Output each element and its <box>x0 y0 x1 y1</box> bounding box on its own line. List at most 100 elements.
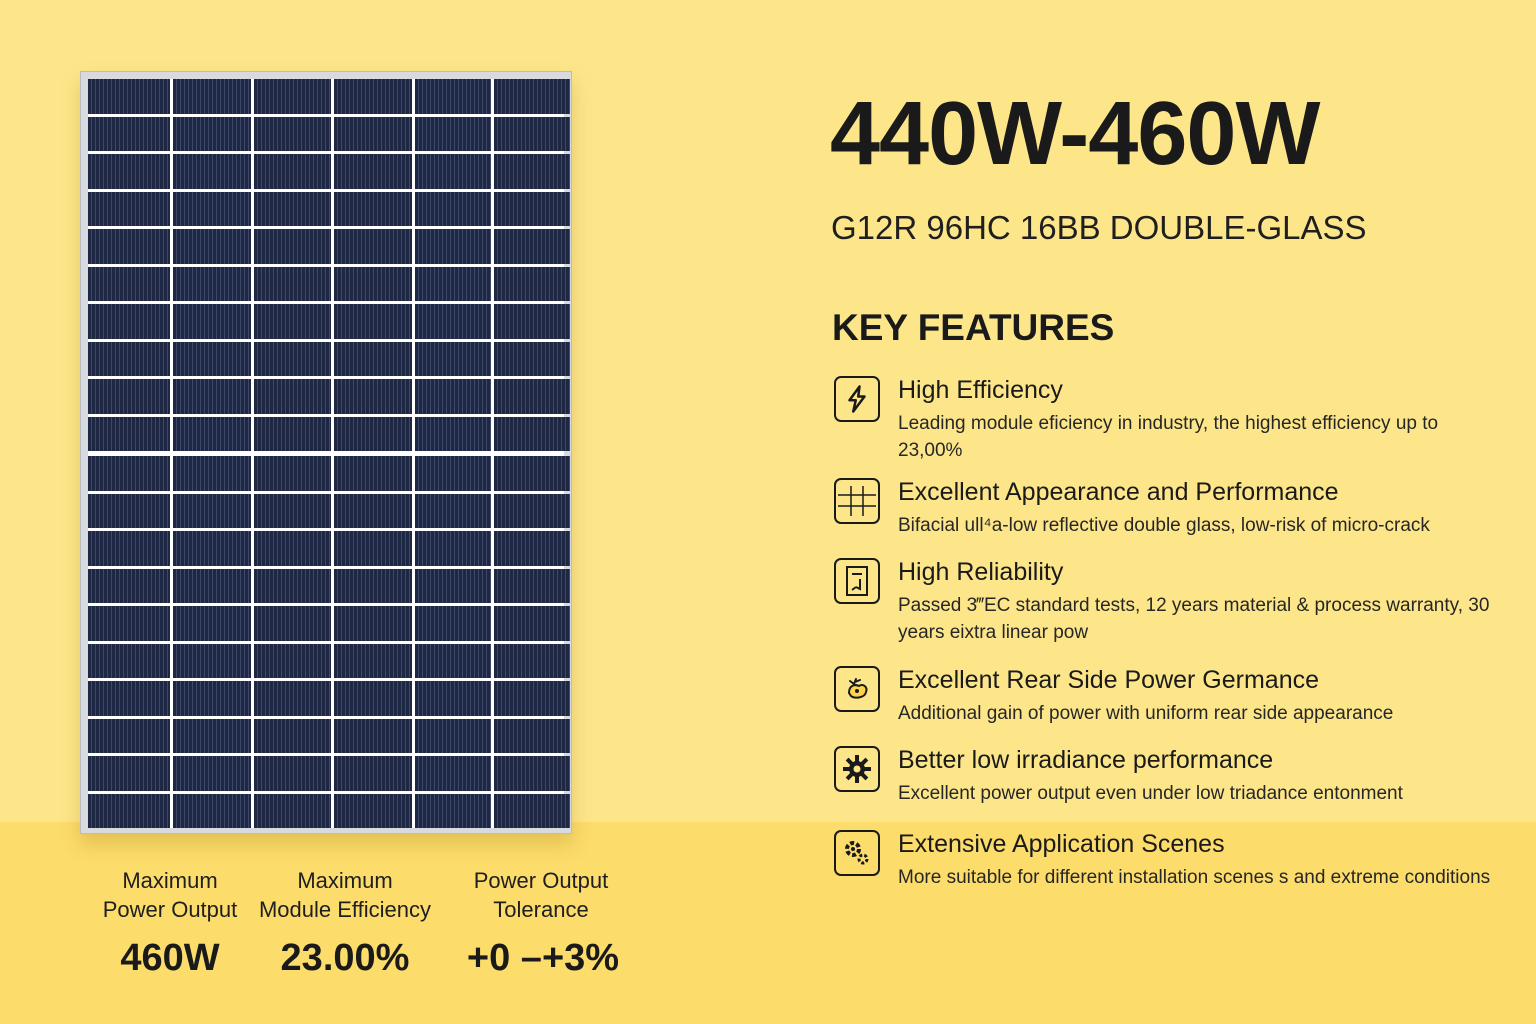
solar-cell <box>494 568 570 603</box>
feature-description: Leading module eficiency in industry, th… <box>898 413 1439 461</box>
solar-cell <box>334 229 412 264</box>
solar-cell <box>254 266 331 301</box>
solar-cell <box>254 341 331 376</box>
solar-cell <box>494 229 570 264</box>
stat-power-label: Maximum Power Output <box>90 866 250 924</box>
solar-cell <box>88 568 170 603</box>
rear-side-icon <box>834 666 880 712</box>
solar-cell <box>415 756 491 791</box>
stat-efficiency-label-line2: Module Efficiency <box>258 897 431 922</box>
solar-cell <box>415 718 491 753</box>
solar-cell <box>334 341 412 376</box>
solar-cell <box>173 79 251 114</box>
features-heading: KEY FEATURES <box>832 307 1115 348</box>
feature-reliability: High Reliability Passed 3‴EC standard te… <box>832 556 1512 646</box>
solar-cell <box>88 718 170 753</box>
solar-cell <box>415 793 491 828</box>
solar-cell <box>415 116 491 151</box>
solar-cell <box>334 531 412 566</box>
solar-cell <box>415 79 491 114</box>
solar-cell <box>173 718 251 753</box>
solar-cell <box>334 379 412 414</box>
solar-cell <box>334 643 412 678</box>
stat-tolerance-label-line1: Power Output <box>473 868 609 893</box>
solar-cell <box>334 154 412 189</box>
feature-description: Bifacial ull⁴a-low reflective double gla… <box>898 515 1430 536</box>
solar-cell <box>173 568 251 603</box>
solar-cell <box>494 456 570 491</box>
solar-cell <box>254 568 331 603</box>
solar-cell <box>254 416 331 451</box>
solar-cell <box>254 493 331 528</box>
solar-cell <box>88 681 170 716</box>
solar-cell <box>494 341 570 376</box>
feature-high-efficiency: High Efficiency Leading module eficiency… <box>832 374 1512 464</box>
solar-cell <box>494 718 570 753</box>
solar-cell <box>334 416 412 451</box>
solar-cell <box>415 154 491 189</box>
solar-cell <box>494 116 570 151</box>
feature-description: More suitable for different installation… <box>898 867 1491 888</box>
certificate-icon <box>834 558 880 604</box>
solar-cell <box>494 606 570 641</box>
solar-cell <box>415 531 491 566</box>
solar-cell <box>334 79 412 114</box>
solar-cell <box>173 416 251 451</box>
solar-cell <box>173 531 251 566</box>
solar-cell <box>88 341 170 376</box>
solar-cell <box>88 756 170 791</box>
solar-cell <box>88 643 170 678</box>
solar-cell <box>494 643 570 678</box>
solar-cell <box>173 456 251 491</box>
feature-appearance: Excellent Appearance and Performance Bif… <box>832 476 1512 546</box>
solar-cell <box>334 681 412 716</box>
solar-cell <box>173 756 251 791</box>
feature-title: Excellent Rear Side Power Germance <box>898 666 1320 694</box>
solar-cell <box>173 606 251 641</box>
solar-cell <box>334 116 412 151</box>
solar-cell <box>494 379 570 414</box>
solar-cell <box>173 341 251 376</box>
solar-cell <box>415 568 491 603</box>
solar-cell <box>173 379 251 414</box>
solar-cell <box>88 456 170 491</box>
solar-cell <box>254 718 331 753</box>
solar-cell <box>173 116 251 151</box>
solar-cell <box>254 643 331 678</box>
solar-cell <box>88 229 170 264</box>
stat-power-label-line2: Power Output <box>102 897 238 922</box>
solar-cell <box>415 379 491 414</box>
feature-description: Passed 3‴EC standard tests, 12 years mat… <box>898 595 1490 643</box>
panel-grid-icon <box>834 478 880 524</box>
solar-cell <box>254 456 331 491</box>
stat-tolerance-label-line2: Tolerance <box>493 897 589 922</box>
solar-cell <box>415 191 491 226</box>
application-icon <box>834 830 880 876</box>
solar-cell <box>254 154 331 189</box>
solar-cell <box>415 643 491 678</box>
solar-cell <box>415 681 491 716</box>
solar-cell <box>494 493 570 528</box>
panel-top-half <box>88 79 570 451</box>
solar-cell <box>334 568 412 603</box>
solar-cell <box>254 531 331 566</box>
page-title: 440W-460W <box>830 84 1320 184</box>
stat-tolerance-label: Power Output Tolerance <box>450 866 632 924</box>
feature-title: High Efficiency <box>898 376 1063 404</box>
solar-cell <box>88 606 170 641</box>
solar-cell <box>415 456 491 491</box>
solar-cell <box>88 416 170 451</box>
solar-cell <box>254 606 331 641</box>
solar-panel-image <box>80 71 572 834</box>
solar-cell <box>334 266 412 301</box>
solar-cell <box>334 606 412 641</box>
solar-cell <box>254 756 331 791</box>
stat-efficiency-label-line1: Maximum <box>297 868 393 893</box>
solar-cell <box>88 266 170 301</box>
solar-cell <box>415 266 491 301</box>
solar-cell <box>88 79 170 114</box>
solar-cell <box>494 756 570 791</box>
solar-cell <box>415 341 491 376</box>
solar-cell <box>88 116 170 151</box>
solar-cell <box>173 493 251 528</box>
